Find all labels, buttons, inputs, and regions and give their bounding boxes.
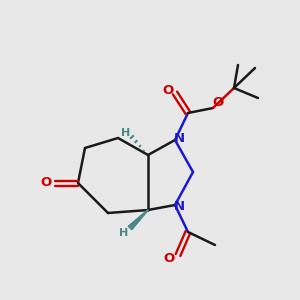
Text: H: H [122, 128, 130, 138]
Text: H: H [119, 228, 129, 238]
Text: O: O [162, 85, 174, 98]
Text: N: N [173, 133, 184, 146]
Polygon shape [128, 210, 148, 230]
Text: O: O [212, 95, 224, 109]
Text: O: O [164, 253, 175, 266]
Text: N: N [173, 200, 184, 212]
Text: O: O [40, 176, 52, 190]
